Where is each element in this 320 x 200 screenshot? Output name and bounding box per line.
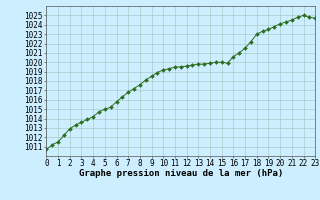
X-axis label: Graphe pression niveau de la mer (hPa): Graphe pression niveau de la mer (hPa) bbox=[79, 169, 283, 178]
